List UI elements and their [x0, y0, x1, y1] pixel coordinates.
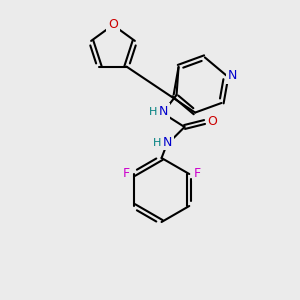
Text: N: N — [228, 69, 237, 82]
Text: F: F — [194, 167, 201, 179]
Text: N: N — [163, 136, 172, 148]
Text: N: N — [159, 104, 168, 118]
Text: O: O — [208, 115, 218, 128]
Text: H: H — [153, 138, 162, 148]
Text: F: F — [122, 167, 129, 179]
Text: H: H — [149, 107, 158, 117]
Text: O: O — [108, 17, 118, 31]
